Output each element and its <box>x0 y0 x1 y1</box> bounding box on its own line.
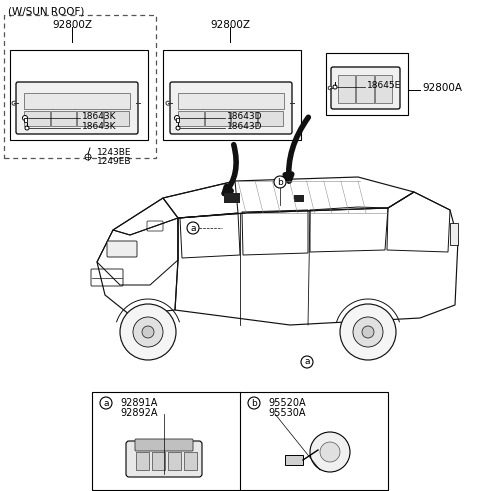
FancyBboxPatch shape <box>331 67 400 109</box>
Text: b: b <box>277 178 283 187</box>
Circle shape <box>85 154 91 160</box>
Text: 18645E: 18645E <box>367 81 401 89</box>
Text: a: a <box>190 223 196 233</box>
Circle shape <box>274 176 286 188</box>
Bar <box>224 193 240 203</box>
Bar <box>294 195 304 202</box>
Bar <box>77 111 103 126</box>
Bar <box>178 111 204 126</box>
Circle shape <box>120 304 176 360</box>
FancyBboxPatch shape <box>170 82 292 134</box>
Text: 95520A: 95520A <box>268 398 306 408</box>
Bar <box>152 452 165 470</box>
Bar <box>136 452 149 470</box>
Text: 92800A: 92800A <box>422 83 462 93</box>
FancyBboxPatch shape <box>16 82 138 134</box>
Bar <box>24 111 49 126</box>
FancyArrowPatch shape <box>224 145 236 193</box>
Circle shape <box>166 101 170 105</box>
Circle shape <box>340 304 396 360</box>
Circle shape <box>310 432 350 472</box>
Circle shape <box>175 115 180 120</box>
Text: 92800Z: 92800Z <box>52 20 92 30</box>
Circle shape <box>133 317 163 347</box>
Bar <box>92 392 388 490</box>
Text: 1243BE: 1243BE <box>97 148 132 157</box>
Bar <box>176 118 179 122</box>
Bar <box>326 53 408 115</box>
Bar <box>178 93 284 109</box>
Text: a: a <box>304 357 310 366</box>
Bar <box>24 93 130 109</box>
Text: a: a <box>103 399 109 408</box>
Circle shape <box>23 115 27 120</box>
Circle shape <box>320 442 340 462</box>
Text: 18643K: 18643K <box>82 121 117 131</box>
Text: 92892A: 92892A <box>120 408 157 418</box>
Bar <box>104 111 129 126</box>
Circle shape <box>333 85 337 89</box>
Text: 18643D: 18643D <box>227 111 263 120</box>
Bar <box>450 223 458 245</box>
Bar <box>24 118 26 122</box>
Circle shape <box>353 317 383 347</box>
Circle shape <box>328 86 332 90</box>
Text: b: b <box>251 399 257 408</box>
Bar <box>231 111 256 126</box>
FancyBboxPatch shape <box>126 441 202 477</box>
Bar <box>204 111 230 126</box>
Circle shape <box>248 397 260 409</box>
Text: 18643K: 18643K <box>82 111 117 120</box>
Text: 18643D: 18643D <box>227 121 263 131</box>
Text: 1249EB: 1249EB <box>97 157 132 166</box>
Bar <box>184 452 197 470</box>
Circle shape <box>100 397 112 409</box>
Bar <box>356 75 373 103</box>
Circle shape <box>362 326 374 338</box>
Text: 95530A: 95530A <box>268 408 305 418</box>
Bar <box>50 111 76 126</box>
Text: 92800Z: 92800Z <box>210 20 250 30</box>
Bar <box>10 50 148 140</box>
Bar <box>163 50 301 140</box>
Circle shape <box>176 126 180 130</box>
FancyArrowPatch shape <box>285 117 308 181</box>
Bar <box>257 111 283 126</box>
Bar <box>338 75 355 103</box>
FancyBboxPatch shape <box>135 439 193 451</box>
Text: (W/SUN ROOF): (W/SUN ROOF) <box>8 6 84 16</box>
Text: 92891A: 92891A <box>120 398 157 408</box>
Circle shape <box>25 126 29 130</box>
Bar <box>4 15 156 158</box>
Circle shape <box>12 101 16 105</box>
Circle shape <box>142 326 154 338</box>
Circle shape <box>301 356 313 368</box>
FancyBboxPatch shape <box>107 241 137 257</box>
Bar <box>168 452 181 470</box>
Bar <box>375 75 392 103</box>
Circle shape <box>187 222 199 234</box>
Bar <box>285 455 303 465</box>
